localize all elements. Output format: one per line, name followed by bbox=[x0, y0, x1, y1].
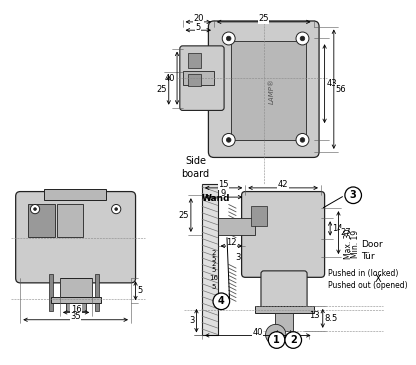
Circle shape bbox=[222, 134, 235, 146]
Circle shape bbox=[213, 293, 230, 310]
Bar bbox=[188, 53, 201, 68]
Bar bbox=[188, 73, 201, 85]
Circle shape bbox=[226, 36, 231, 41]
Text: 5: 5 bbox=[196, 23, 201, 32]
Text: 40: 40 bbox=[253, 328, 263, 337]
Text: 8.5: 8.5 bbox=[324, 314, 338, 323]
Bar bbox=[255, 306, 314, 313]
Text: 43: 43 bbox=[327, 79, 337, 88]
Circle shape bbox=[296, 134, 309, 146]
Text: 40: 40 bbox=[165, 74, 175, 82]
Text: 3: 3 bbox=[350, 190, 357, 200]
Bar bbox=[275, 313, 293, 331]
Circle shape bbox=[115, 208, 118, 211]
Text: 9: 9 bbox=[221, 189, 226, 199]
Text: Pushed out (opened): Pushed out (opened) bbox=[328, 281, 408, 290]
Bar bbox=[67, 303, 86, 311]
Circle shape bbox=[265, 324, 286, 345]
Text: 20: 20 bbox=[193, 14, 203, 23]
Text: 3: 3 bbox=[235, 253, 240, 262]
FancyBboxPatch shape bbox=[16, 192, 136, 283]
Bar bbox=[57, 204, 83, 237]
Text: LAMP®: LAMP® bbox=[269, 78, 275, 104]
Text: 2: 2 bbox=[212, 261, 216, 268]
Circle shape bbox=[296, 32, 309, 45]
Text: 5: 5 bbox=[212, 256, 216, 262]
Bar bbox=[95, 274, 99, 311]
FancyBboxPatch shape bbox=[180, 46, 224, 111]
Bar bbox=[49, 274, 52, 311]
Text: 3: 3 bbox=[189, 316, 195, 325]
Text: 25: 25 bbox=[178, 211, 189, 220]
Bar bbox=[60, 278, 92, 297]
Bar bbox=[202, 184, 218, 335]
Circle shape bbox=[222, 32, 235, 45]
Text: 1: 1 bbox=[273, 335, 280, 345]
Text: 5: 5 bbox=[137, 286, 143, 295]
FancyBboxPatch shape bbox=[261, 271, 307, 309]
Circle shape bbox=[268, 332, 285, 348]
Bar bbox=[230, 41, 306, 140]
Text: 25: 25 bbox=[258, 14, 269, 23]
Circle shape bbox=[300, 138, 305, 142]
Text: X: X bbox=[375, 274, 381, 284]
Text: 2: 2 bbox=[290, 335, 297, 345]
Text: Max. 30: Max. 30 bbox=[344, 229, 353, 259]
Text: 16: 16 bbox=[71, 305, 82, 314]
Circle shape bbox=[226, 138, 231, 142]
Text: 16: 16 bbox=[209, 275, 218, 281]
Bar bbox=[251, 206, 267, 226]
Text: 13: 13 bbox=[309, 311, 319, 320]
Circle shape bbox=[111, 204, 121, 214]
Text: 4: 4 bbox=[218, 296, 225, 306]
Text: Min. 19: Min. 19 bbox=[352, 230, 360, 258]
Circle shape bbox=[34, 208, 37, 211]
Circle shape bbox=[285, 332, 302, 348]
Circle shape bbox=[300, 36, 305, 41]
Text: 5: 5 bbox=[212, 284, 216, 291]
Text: 15: 15 bbox=[218, 180, 229, 189]
Text: 25: 25 bbox=[156, 85, 167, 95]
FancyBboxPatch shape bbox=[208, 21, 319, 157]
Text: 12: 12 bbox=[226, 238, 237, 247]
Bar bbox=[51, 297, 102, 303]
Text: 42: 42 bbox=[278, 180, 288, 189]
Text: 5: 5 bbox=[212, 267, 216, 273]
Text: Door
Tür: Door Tür bbox=[362, 240, 383, 261]
Text: Side
board: Side board bbox=[181, 156, 210, 179]
Text: 27: 27 bbox=[340, 228, 351, 237]
Circle shape bbox=[345, 187, 362, 204]
Bar bbox=[218, 218, 255, 235]
Text: 14: 14 bbox=[332, 224, 342, 233]
Text: 2: 2 bbox=[212, 250, 216, 256]
FancyBboxPatch shape bbox=[242, 192, 324, 277]
Text: 35: 35 bbox=[70, 312, 81, 321]
Text: Wand: Wand bbox=[202, 193, 230, 203]
Bar bbox=[28, 204, 55, 237]
Circle shape bbox=[30, 204, 40, 214]
Bar bbox=[183, 71, 214, 85]
Text: 56: 56 bbox=[336, 85, 346, 94]
Text: Pushed in (locked): Pushed in (locked) bbox=[328, 269, 399, 278]
Bar bbox=[44, 189, 106, 200]
